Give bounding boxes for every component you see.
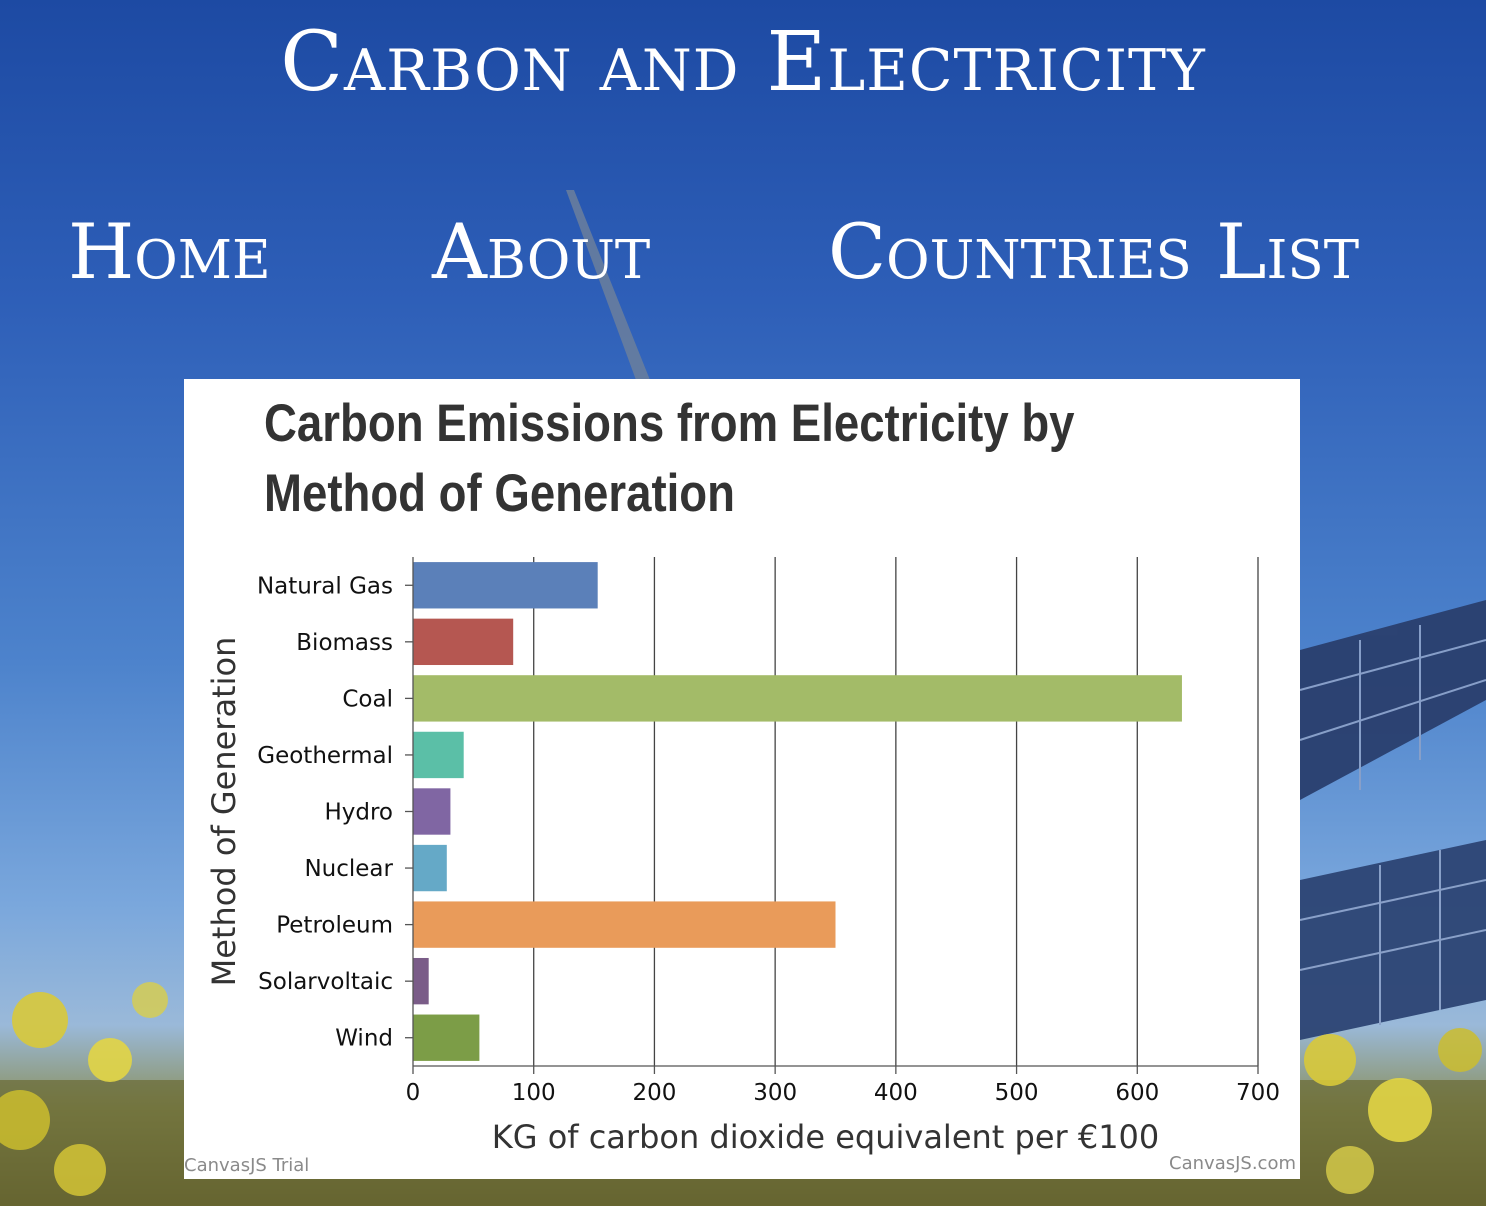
bar — [413, 562, 598, 609]
x-tick-label: 500 — [995, 1080, 1039, 1106]
y-tick-label: Hydro — [324, 800, 393, 826]
y-axis-title: Method of Generation — [205, 637, 243, 987]
nav-home-link[interactable]: Home — [68, 207, 271, 296]
x-tick-label: 300 — [753, 1080, 797, 1106]
bar — [413, 675, 1182, 722]
nav-countries-list-link[interactable]: Countries List — [828, 207, 1360, 296]
bar — [413, 788, 451, 835]
bar — [413, 1014, 480, 1061]
canvasjs-trial-watermark: CanvasJS Trial — [184, 1155, 310, 1176]
y-tick-label: Biomass — [296, 630, 393, 656]
y-tick-label: Solarvoltaic — [258, 969, 393, 995]
y-tick-label: Geothermal — [257, 743, 393, 769]
bar — [413, 901, 836, 948]
y-tick-label: Petroleum — [276, 913, 393, 939]
y-tick-label: Wind — [335, 1026, 393, 1052]
x-axis-title: KG of carbon dioxide equivalent per €100 — [492, 1118, 1160, 1156]
bar — [413, 844, 447, 892]
site-title: Carbon and Electricity — [280, 15, 1206, 110]
bar — [413, 731, 464, 779]
x-tick-label: 200 — [632, 1080, 676, 1106]
x-tick-label: 700 — [1236, 1080, 1280, 1106]
chart-panel: Carbon Emissions from Electricity by Met… — [184, 379, 1300, 1179]
bar — [413, 618, 514, 666]
x-tick-label: 100 — [512, 1080, 556, 1106]
y-tick-label: Nuclear — [304, 856, 393, 882]
canvasjs-link[interactable]: CanvasJS.com — [1169, 1153, 1296, 1174]
chart-title: Carbon Emissions from Electricity by Met… — [264, 394, 1075, 523]
solar-panels-shape — [1299, 600, 1486, 1040]
bar — [413, 957, 429, 1005]
x-tick-label: 0 — [406, 1080, 421, 1106]
bar-chart: Natural Gas Biomass Coal Geothermal Hydro Nuc… — [205, 557, 1280, 1156]
y-tick-label: Natural Gas — [257, 573, 393, 599]
turbine-blade-shape — [566, 190, 650, 380]
x-tick-label: 600 — [1115, 1080, 1159, 1106]
x-tick-label: 400 — [874, 1080, 918, 1106]
nav-about-link[interactable]: About — [432, 207, 651, 296]
y-tick-label: Coal — [342, 686, 393, 712]
